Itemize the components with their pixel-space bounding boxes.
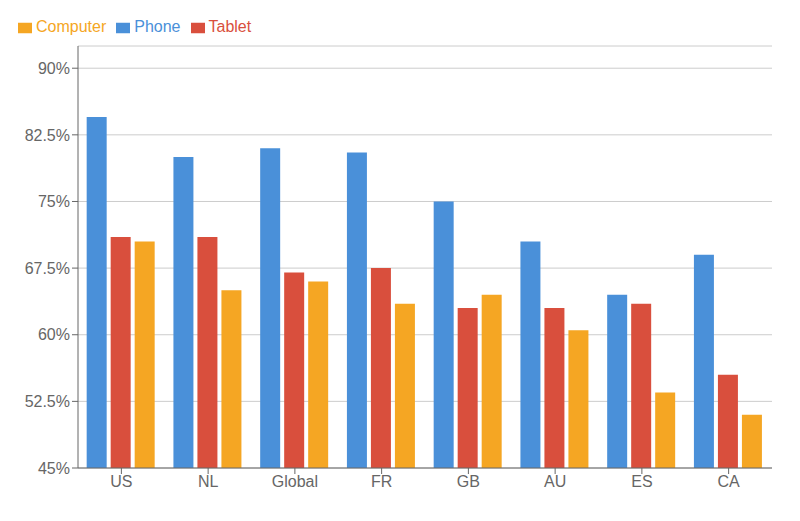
svg-text:NL: NL <box>198 473 219 490</box>
html-text:Tablet: Tablet <box>208 18 252 35</box>
svg-text:CA: CA <box>718 473 741 490</box>
svg-text:52.5%: 52.5% <box>25 393 70 410</box>
svg-text:75%: 75% <box>38 193 70 210</box>
html-text:Computer: Computer <box>36 18 107 35</box>
svg-text:ES: ES <box>631 473 652 490</box>
html-text:Phone: Phone <box>134 18 181 35</box>
svg-text:90%: 90% <box>38 60 70 77</box>
svg-text:FR: FR <box>371 473 392 490</box>
svg-text:45%: 45% <box>38 460 70 477</box>
svg-text:GB: GB <box>457 473 480 490</box>
svg-text:Global: Global <box>272 473 318 490</box>
svg-text:60%: 60% <box>38 326 70 343</box>
svg-text:US: US <box>110 473 132 490</box>
svg-text:67.5%: 67.5% <box>25 260 70 277</box>
svg-text:AU: AU <box>544 473 566 490</box>
svg-text:82.5%: 82.5% <box>25 127 70 144</box>
